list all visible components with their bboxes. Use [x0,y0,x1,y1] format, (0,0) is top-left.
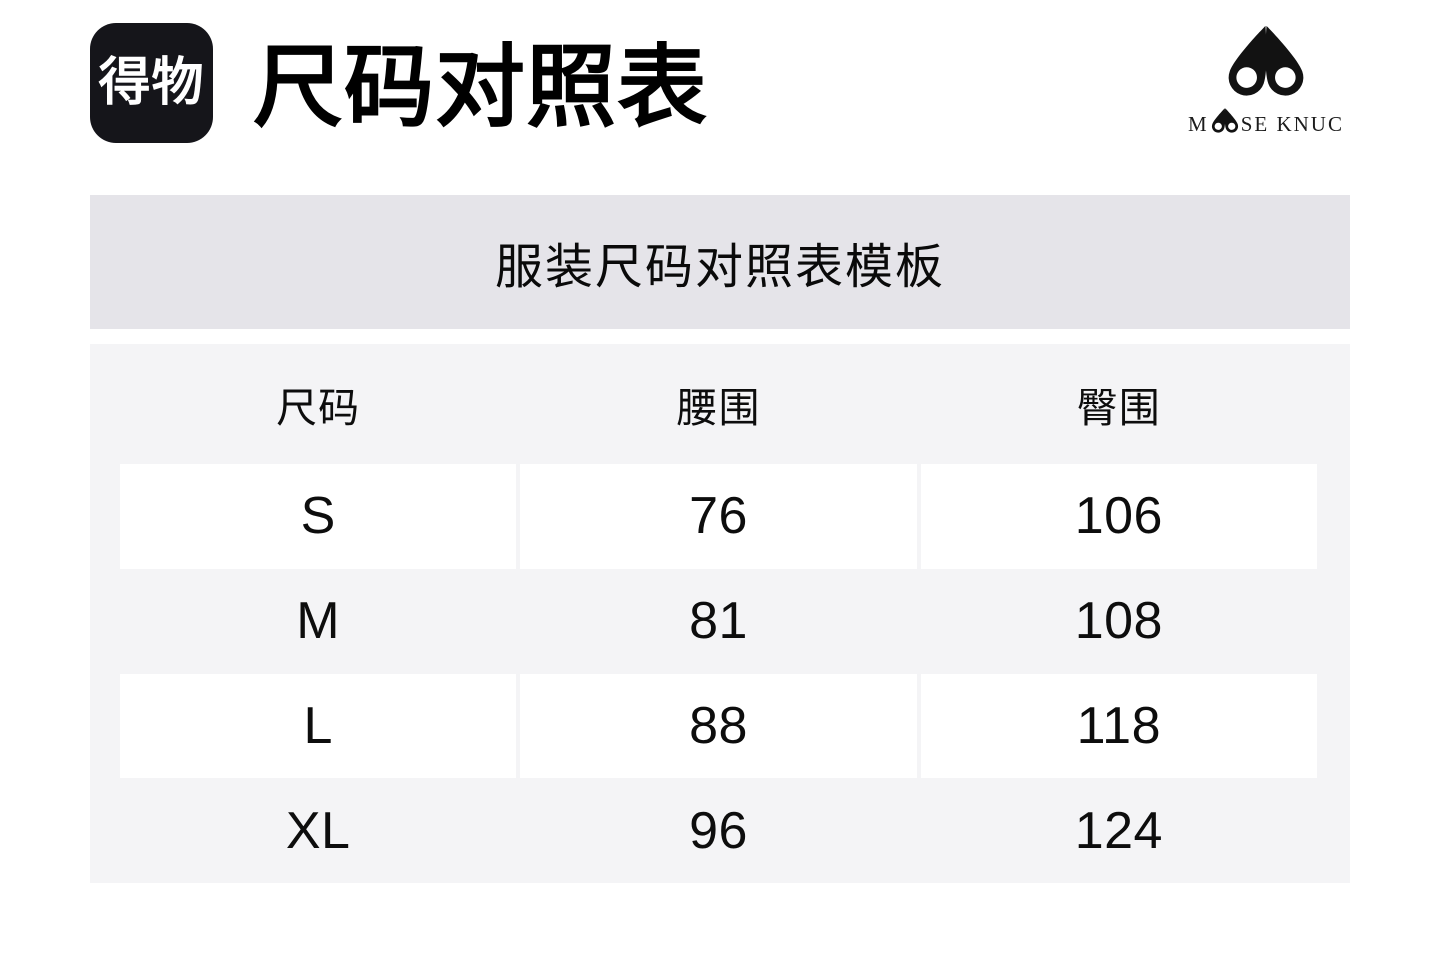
table-title: 服装尺码对照表模板 [494,241,945,294]
waist-value: 81 [689,592,748,651]
column-header-size: 尺码 [276,385,361,431]
table-row-xl: XL 96 124 [120,778,1317,883]
table-row-m: M 81 108 [120,569,1317,674]
hip-value: 108 [1074,592,1163,651]
dewu-logo-text: 得物 [98,54,205,112]
size-value: L [120,673,517,779]
moose-knuckles-icon [1228,25,1304,96]
table-row-s: S 76 106 [120,464,1317,569]
table-title-banner: 服装尺码对照表模板 [90,195,1350,329]
table-header-row: 尺码 腰围 臀围 [120,344,1317,464]
moose-knuckles-mini-icon [1211,108,1238,133]
size-value: M [296,592,341,651]
page-header: 得物 尺码对照表 [90,23,708,143]
column-header-waist: 腰围 [676,385,761,431]
brand-wordmark: M SE KNUC [1188,104,1344,135]
waist-value: 96 [689,801,748,860]
brand-logo: M SE KNUC [1178,20,1354,135]
waist-value: 76 [520,464,917,569]
table-row-l: L 88 118 [120,673,1317,779]
size-value: S [120,464,517,569]
column-header-hip: 臀围 [1076,385,1161,431]
hip-value: 124 [1074,801,1163,860]
hip-value: 106 [920,464,1317,569]
hip-value: 118 [920,673,1317,779]
page-title: 尺码对照表 [253,38,708,138]
size-table: 尺码 腰围 臀围 S 76 106 M 81 108 L 88 118 XL 9… [90,344,1350,883]
wordmark-prefix: M [1188,112,1209,136]
size-value: XL [285,801,351,860]
wordmark-suffix: SE KNUC [1240,112,1344,136]
dewu-logo: 得物 [90,23,213,143]
waist-value: 88 [520,673,917,779]
